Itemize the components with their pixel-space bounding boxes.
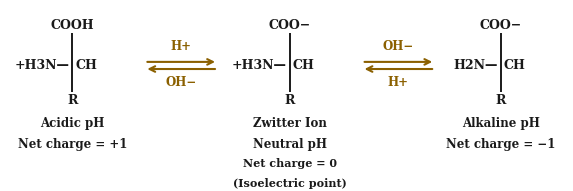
Text: +H3N—: +H3N— [232, 59, 286, 72]
Text: R: R [284, 94, 295, 107]
Text: COOH: COOH [50, 19, 94, 32]
Text: COO−: COO− [480, 19, 522, 32]
Text: Net charge = −1: Net charge = −1 [446, 138, 556, 151]
Text: (Isoelectric point): (Isoelectric point) [233, 178, 347, 189]
Text: Alkaline pH: Alkaline pH [462, 117, 540, 130]
Text: Acidic pH: Acidic pH [40, 117, 104, 130]
Text: OH−: OH− [166, 76, 197, 89]
Text: CH: CH [75, 59, 97, 72]
Text: COO−: COO− [268, 19, 311, 32]
Text: H+: H+ [388, 76, 409, 89]
Text: Zwitter Ion: Zwitter Ion [253, 117, 327, 130]
Text: CH: CH [292, 59, 314, 72]
Text: Net charge = +1: Net charge = +1 [18, 138, 127, 151]
Text: OH−: OH− [383, 40, 414, 53]
Text: Net charge = 0: Net charge = 0 [242, 158, 336, 169]
Text: R: R [496, 94, 507, 107]
Text: H2N—: H2N— [454, 59, 499, 72]
Text: H+: H+ [171, 40, 192, 53]
Text: CH: CH [504, 59, 526, 72]
Text: Neutral pH: Neutral pH [253, 138, 327, 151]
Text: +H3N—: +H3N— [14, 59, 69, 72]
Text: R: R [67, 94, 77, 107]
